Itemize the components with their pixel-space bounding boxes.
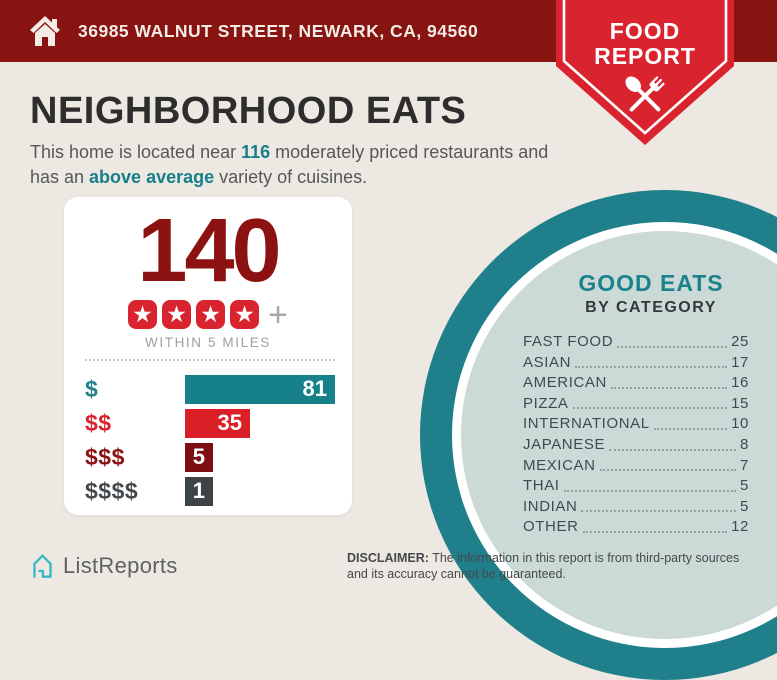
category-row: JAPANESE 8 <box>523 436 749 454</box>
dotted-leader <box>575 366 728 369</box>
star-icon: ★ <box>196 300 226 329</box>
dotted-leader <box>617 345 728 348</box>
bar-price-3: 5 <box>185 442 213 472</box>
price-level-bar-chart: $ 81 $$ 35 $$$ 5 $$$$ 1 <box>64 374 352 506</box>
price-label: $$ <box>85 409 112 436</box>
category-row: INTERNATIONAL 10 <box>523 415 749 433</box>
radius-label: WITHIN 5 MILES <box>145 334 271 350</box>
badge-title: FOOD REPORT <box>556 19 734 69</box>
good-eats-subtitle: BY CATEGORY <box>585 299 717 316</box>
food-report-badge: FOOD REPORT <box>556 0 734 147</box>
category-row: FAST FOOD 25 <box>523 333 749 351</box>
star-icon: ★ <box>230 300 260 329</box>
dotted-leader <box>582 530 728 533</box>
spoon-fork-icon <box>625 76 665 112</box>
dotted-leader <box>653 427 728 430</box>
category-row: MEXICAN 7 <box>523 456 749 474</box>
good-eats-panel: GOOD EATS BY CATEGORY FAST FOOD 25 ASIAN 1… <box>520 270 777 538</box>
brand-name: ListReports <box>63 553 178 578</box>
badge-line2: REPORT <box>594 43 696 69</box>
listreports-house-icon <box>33 554 52 578</box>
dotted-leader <box>563 489 737 492</box>
bar-value: 1 <box>192 478 205 503</box>
page-title: NEIGHBORHOOD EATS <box>30 90 467 132</box>
category-row: INDIAN 5 <box>523 497 749 515</box>
bar-value: 35 <box>217 410 242 435</box>
category-row: ASIAN 17 <box>523 353 749 371</box>
bar-row-price-2: $$ 35 <box>85 408 352 438</box>
bar-row-price-3: $$$ 5 <box>85 442 352 472</box>
bar-value: 5 <box>192 444 205 469</box>
listreports-logo: ListReports <box>30 552 178 580</box>
intro-paragraph: This home is located near 116 moderately… <box>30 140 578 190</box>
dotted-leader <box>610 386 728 389</box>
restaurant-count-card: 140 ★ ★ ★ ★ + WITHIN 5 MILES $ 81 $$ 35 $$$ … <box>64 197 352 515</box>
variety-highlight: above average <box>89 167 215 187</box>
bar-price-2: 35 <box>185 408 250 438</box>
price-label: $$$$ <box>85 477 139 504</box>
dotted-divider <box>85 358 335 361</box>
category-circle-white-ring <box>452 222 777 648</box>
intro-mid: moderately priced restaurants and has an <box>30 142 549 187</box>
intro-prefix: This home is located near <box>30 142 242 162</box>
home-icon <box>30 16 60 46</box>
dotted-leader <box>581 510 737 513</box>
ribbon-shape <box>556 0 734 145</box>
intro-suffix: variety of cuisines. <box>214 167 368 187</box>
bar-row-price-4: $$$$ 1 <box>85 476 352 506</box>
total-restaurants-number: 140 <box>137 201 281 301</box>
category-row: THAI 5 <box>523 477 749 495</box>
dotted-leader <box>572 407 728 410</box>
disclaimer: DISCLAIMER: The information in this repo… <box>347 550 759 582</box>
property-address: 36985 WALNUT STREET, NEWARK, CA, 94560 <box>78 20 479 41</box>
disclaimer-text: The information in this report is from t… <box>347 551 740 581</box>
bar-price-1: 81 <box>185 374 335 404</box>
price-label: $$$ <box>85 443 125 470</box>
category-row: AMERICAN 16 <box>523 374 749 392</box>
bar-row-price-1: $ 81 <box>85 374 352 404</box>
category-row: PIZZA 15 <box>523 394 749 412</box>
category-list: FAST FOOD 25 ASIAN 17 AMERICAN 16 PIZZA 15 I… <box>523 332 749 538</box>
category-row: OTHER 12 <box>523 518 749 536</box>
category-circle-fill <box>461 231 777 639</box>
good-eats-title: GOOD EATS <box>578 270 724 296</box>
plus-icon: + <box>268 295 288 334</box>
star-icon: ★ <box>162 300 192 329</box>
star-rating: ★ ★ ★ ★ + <box>64 295 352 334</box>
restaurant-count-highlight: 116 <box>241 142 271 162</box>
disclaimer-label: DISCLAIMER: <box>347 551 429 565</box>
bar-value: 81 <box>302 376 327 401</box>
dotted-leader <box>609 448 737 451</box>
price-label: $ <box>85 375 99 402</box>
dotted-leader <box>599 469 737 472</box>
bar-price-4: 1 <box>185 476 213 506</box>
category-circle-ring <box>420 190 777 680</box>
star-icon: ★ <box>128 300 158 329</box>
badge-line1: FOOD <box>609 18 681 44</box>
